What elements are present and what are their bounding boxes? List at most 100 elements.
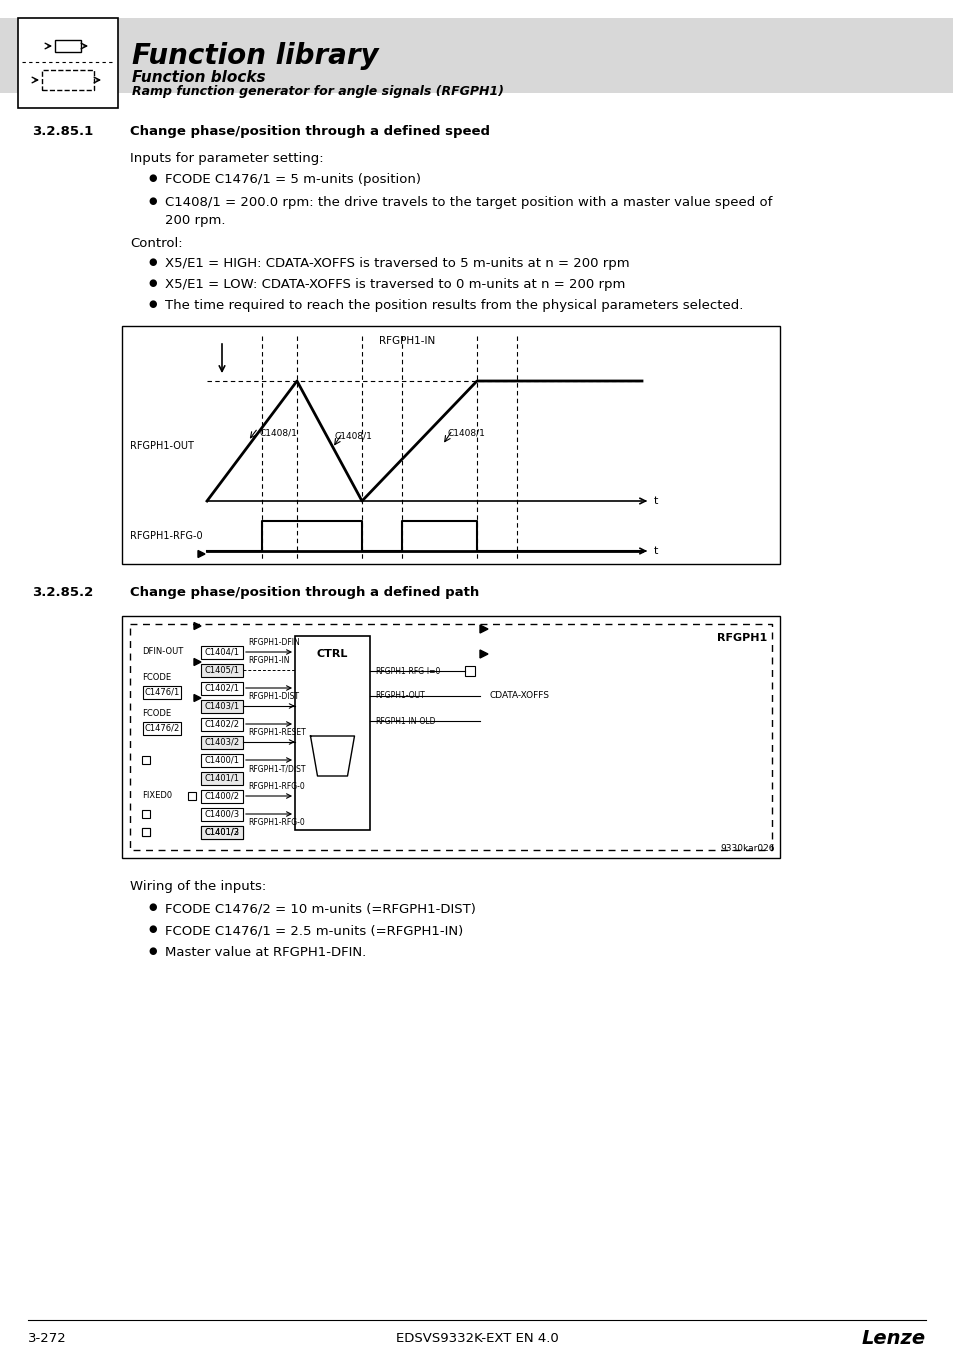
- Text: Change phase/position through a defined path: Change phase/position through a defined …: [130, 586, 478, 599]
- Text: FCODE: FCODE: [142, 709, 171, 718]
- Text: RFGPH1-T/DIST: RFGPH1-T/DIST: [248, 764, 305, 774]
- Text: RFGPH1-IN: RFGPH1-IN: [378, 336, 435, 346]
- Text: ●: ●: [148, 923, 156, 934]
- Text: C1402/2: C1402/2: [204, 720, 239, 729]
- Bar: [42, 70, 94, 90]
- Bar: [143, 686, 181, 698]
- Text: RFGPH1-DIST: RFGPH1-DIST: [248, 693, 298, 701]
- Text: RFGPH1-RESET: RFGPH1-RESET: [248, 728, 305, 737]
- Bar: [201, 682, 243, 694]
- Text: C1404/1: C1404/1: [204, 648, 239, 656]
- Bar: [201, 825, 243, 838]
- Text: C1400/1: C1400/1: [204, 756, 239, 764]
- Bar: [143, 721, 181, 734]
- Bar: [201, 807, 243, 821]
- Bar: [18, 18, 118, 108]
- Text: FCODE C1476/1 = 5 m-units (position): FCODE C1476/1 = 5 m-units (position): [165, 173, 420, 186]
- Text: FCODE C1476/1 = 2.5 m-units (=RFGPH1-IN): FCODE C1476/1 = 2.5 m-units (=RFGPH1-IN): [165, 923, 463, 937]
- Text: C1401/1: C1401/1: [204, 774, 239, 783]
- Bar: [142, 756, 150, 764]
- Polygon shape: [193, 659, 201, 666]
- Text: Change phase/position through a defined speed: Change phase/position through a defined …: [130, 126, 490, 138]
- Text: C1403/2: C1403/2: [204, 737, 239, 747]
- Text: FCODE: FCODE: [142, 674, 171, 682]
- Text: C1401/3: C1401/3: [204, 828, 239, 837]
- Text: t: t: [654, 545, 658, 556]
- Text: RFGPH1-RFG-I=0: RFGPH1-RFG-I=0: [375, 667, 440, 675]
- Polygon shape: [193, 622, 201, 629]
- Text: Function library: Function library: [132, 42, 378, 70]
- Text: Inputs for parameter setting:: Inputs for parameter setting:: [130, 153, 323, 165]
- Text: 9330kar026: 9330kar026: [720, 844, 774, 853]
- Text: C1476/2: C1476/2: [144, 724, 179, 733]
- Bar: [201, 790, 243, 802]
- Text: ●: ●: [148, 298, 156, 309]
- Text: ●: ●: [148, 946, 156, 956]
- Bar: [142, 810, 150, 818]
- Text: C1408/1: C1408/1: [335, 432, 372, 440]
- Polygon shape: [198, 551, 205, 558]
- Bar: [122, 325, 780, 564]
- Bar: [201, 645, 243, 659]
- Text: C1401/2: C1401/2: [204, 828, 239, 837]
- Text: Lenze: Lenze: [861, 1328, 925, 1347]
- Text: ●: ●: [148, 173, 156, 184]
- Polygon shape: [479, 649, 488, 657]
- Text: ●: ●: [148, 256, 156, 267]
- Text: RFGPH1-IN-OLD: RFGPH1-IN-OLD: [375, 717, 435, 725]
- Text: Function blocks: Function blocks: [132, 70, 265, 85]
- Text: 3.2.85.1: 3.2.85.1: [32, 126, 93, 138]
- Text: The time required to reach the position results from the physical parameters sel: The time required to reach the position …: [165, 298, 742, 312]
- Polygon shape: [193, 694, 201, 702]
- Bar: [142, 828, 150, 836]
- Text: RFGPH1-DFIN: RFGPH1-DFIN: [248, 639, 299, 647]
- Text: ●: ●: [148, 278, 156, 288]
- Text: C1405/1: C1405/1: [204, 666, 239, 675]
- Text: 3-272: 3-272: [28, 1331, 67, 1345]
- Bar: [201, 717, 243, 730]
- Bar: [201, 771, 243, 784]
- Bar: [201, 825, 243, 838]
- Text: C1476/1: C1476/1: [144, 687, 179, 697]
- Text: CDATA-XOFFS: CDATA-XOFFS: [490, 691, 550, 701]
- Text: ●: ●: [148, 902, 156, 913]
- Bar: [201, 699, 243, 713]
- Bar: [201, 736, 243, 748]
- Text: RFGPH1-IN: RFGPH1-IN: [248, 656, 289, 666]
- Bar: [142, 828, 150, 836]
- Text: C1403/1: C1403/1: [204, 702, 239, 710]
- Text: RFGPH1: RFGPH1: [716, 633, 766, 643]
- Bar: [201, 753, 243, 767]
- Text: 3.2.85.2: 3.2.85.2: [32, 586, 93, 599]
- Text: RFGPH1-RFG-0: RFGPH1-RFG-0: [248, 782, 304, 791]
- Text: X5/E1 = HIGH: CDATA-XOFFS is traversed to 5 m-units at n = 200 rpm: X5/E1 = HIGH: CDATA-XOFFS is traversed t…: [165, 256, 629, 270]
- Bar: [188, 792, 195, 801]
- Polygon shape: [479, 625, 488, 633]
- Text: t: t: [654, 495, 658, 506]
- Text: RFGPH1-RFG-0: RFGPH1-RFG-0: [248, 818, 304, 828]
- Text: RFGPH1-RFG-0: RFGPH1-RFG-0: [130, 531, 202, 541]
- Bar: [464, 666, 475, 676]
- Text: CTRL: CTRL: [316, 649, 348, 659]
- Text: Master value at RFGPH1-DFIN.: Master value at RFGPH1-DFIN.: [165, 946, 366, 958]
- Text: ●: ●: [148, 196, 156, 207]
- Text: C1408/1 = 200.0 rpm: the drive travels to the target position with a master valu: C1408/1 = 200.0 rpm: the drive travels t…: [165, 196, 772, 209]
- Bar: [294, 636, 370, 830]
- Text: RFGPH1-OUT: RFGPH1-OUT: [130, 441, 193, 451]
- Bar: [0, 18, 953, 93]
- Text: C1400/2: C1400/2: [204, 791, 239, 801]
- Bar: [201, 663, 243, 676]
- Text: DFIN-OUT: DFIN-OUT: [142, 648, 183, 656]
- Text: 200 rpm.: 200 rpm.: [165, 215, 225, 227]
- Text: EDSVS9332K-EXT EN 4.0: EDSVS9332K-EXT EN 4.0: [395, 1331, 558, 1345]
- Text: C1408/1: C1408/1: [260, 428, 297, 437]
- Text: RFGPH1-OUT: RFGPH1-OUT: [375, 691, 424, 701]
- Text: FIXED0: FIXED0: [142, 791, 172, 801]
- Bar: [122, 616, 780, 859]
- Text: FCODE C1476/2 = 10 m-units (=RFGPH1-DIST): FCODE C1476/2 = 10 m-units (=RFGPH1-DIST…: [165, 902, 476, 915]
- Text: X5/E1 = LOW: CDATA-XOFFS is traversed to 0 m-units at n = 200 rpm: X5/E1 = LOW: CDATA-XOFFS is traversed to…: [165, 278, 625, 292]
- Bar: [55, 40, 81, 53]
- Text: Control:: Control:: [130, 238, 182, 250]
- Text: Wiring of the inputs:: Wiring of the inputs:: [130, 880, 266, 892]
- Text: Ramp function generator for angle signals (RFGPH1): Ramp function generator for angle signal…: [132, 85, 503, 99]
